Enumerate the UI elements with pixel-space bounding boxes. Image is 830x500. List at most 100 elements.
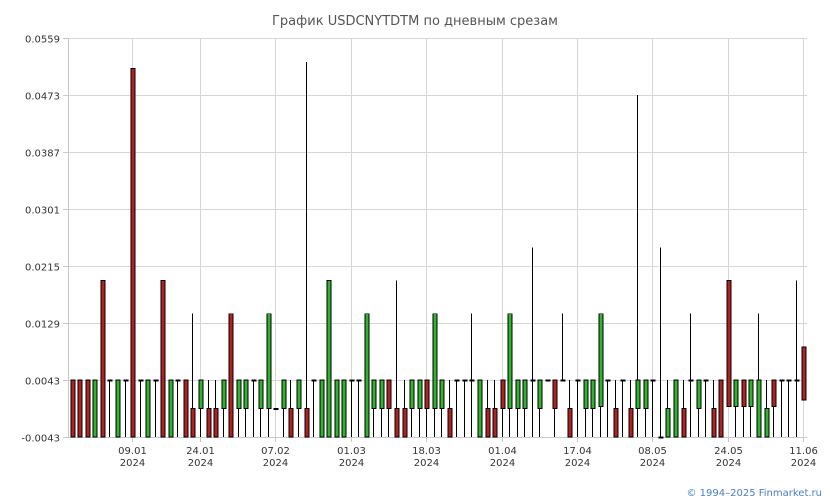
- x-tick-year: 2024: [120, 458, 145, 469]
- candle: [681, 380, 687, 438]
- candle: [650, 379, 656, 437]
- candle-body: [665, 408, 671, 438]
- candle-body: [432, 313, 438, 409]
- candle-body: [160, 280, 166, 438]
- copyright-credit[interactable]: © 1994–2025 Finmarket.ru: [686, 488, 822, 499]
- candle: [145, 379, 151, 438]
- candle-body: [537, 379, 543, 409]
- candle-body: [688, 379, 694, 382]
- candle-body: [213, 408, 219, 438]
- candle-body: [145, 379, 151, 438]
- x-tick-label: 24.01: [186, 446, 215, 457]
- candle: [583, 379, 589, 437]
- candle: [198, 379, 204, 437]
- x-tick-year: 2024: [188, 458, 213, 469]
- candle-body: [206, 408, 212, 438]
- candle-body: [304, 408, 310, 438]
- x-tick-year: 2024: [490, 458, 515, 469]
- candle-body: [703, 379, 709, 382]
- candle-body: [492, 408, 498, 438]
- candle: [123, 379, 129, 437]
- candle-body: [454, 379, 460, 382]
- chart-title: График USDCNYTDTM по дневным срезам: [272, 14, 558, 29]
- candle-body: [764, 408, 770, 438]
- candle: [801, 346, 807, 401]
- candle: [545, 379, 551, 382]
- candle: [168, 379, 174, 438]
- candle: [326, 280, 332, 438]
- candle: [304, 61, 310, 438]
- candle-body: [334, 379, 340, 438]
- x-tick-label: 08.05: [638, 446, 667, 457]
- candle-body: [356, 379, 362, 382]
- candle: [771, 379, 777, 437]
- candle-body: [771, 379, 777, 407]
- y-axis-ticks: 0.0559 0.0473 0.0387 0.0301 0.0215 0.0129 0.00…: [21, 35, 60, 445]
- candle-body: [530, 379, 536, 382]
- x-axis-ticks: 09.01202424.01202407.02202401.03202418.0…: [118, 446, 818, 469]
- candle: [703, 379, 709, 437]
- candle: [417, 379, 423, 437]
- x-tick-year: 2024: [339, 458, 364, 469]
- x-tick-year: 2024: [565, 458, 590, 469]
- candle-body: [718, 379, 724, 438]
- candle: [726, 280, 732, 407]
- candle-body: [326, 280, 332, 438]
- candle: [462, 379, 468, 437]
- candle: [748, 379, 754, 437]
- candle-body: [138, 379, 144, 382]
- y-tick-label: 0.0301: [25, 206, 60, 217]
- candle-body: [349, 379, 355, 382]
- y-tick-label: 0.0559: [25, 35, 60, 46]
- candle-body: [70, 379, 76, 438]
- candle-body: [100, 280, 106, 438]
- candle-body: [123, 379, 129, 382]
- candle: [243, 379, 249, 437]
- candle-body: [228, 313, 234, 438]
- candle-body: [507, 313, 513, 409]
- candle-body: [273, 408, 279, 410]
- candle-body: [221, 379, 227, 409]
- x-tick-label: 07.02: [261, 446, 290, 457]
- candle-body: [726, 280, 732, 407]
- candle-body: [696, 379, 702, 409]
- candle-body: [417, 379, 423, 409]
- candle: [409, 379, 415, 437]
- x-tick-year: 2024: [791, 458, 816, 469]
- candle: [334, 379, 340, 438]
- candle: [794, 280, 800, 437]
- candle-body: [198, 379, 204, 409]
- candle-body: [251, 379, 257, 382]
- candle-body: [341, 379, 347, 438]
- candle-body: [779, 379, 785, 382]
- candle: [492, 380, 498, 438]
- y-tick-label: 0.0473: [25, 92, 60, 103]
- candle: [598, 313, 604, 437]
- candle: [115, 379, 121, 438]
- candle: [213, 380, 219, 438]
- candle-body: [635, 379, 641, 409]
- y-tick-label: 0.0387: [25, 149, 60, 160]
- candle-body: [462, 379, 468, 382]
- candle-body: [741, 379, 747, 407]
- candle: [779, 379, 785, 437]
- candle-body: [266, 313, 272, 409]
- candle: [447, 380, 453, 438]
- candle: [560, 313, 566, 382]
- candle: [100, 280, 106, 438]
- candle: [515, 379, 521, 437]
- candle: [688, 313, 694, 437]
- candle: [402, 380, 408, 438]
- candle: [485, 380, 491, 438]
- candle: [175, 379, 181, 437]
- candle: [635, 95, 641, 437]
- candle: [349, 379, 355, 437]
- candle-body: [439, 379, 445, 409]
- candle-body: [583, 379, 589, 409]
- candle-body: [424, 379, 430, 409]
- candle: [394, 280, 400, 438]
- candle-body: [236, 379, 242, 409]
- candle-body: [469, 379, 475, 382]
- candle: [364, 313, 370, 438]
- candle-body: [477, 379, 483, 438]
